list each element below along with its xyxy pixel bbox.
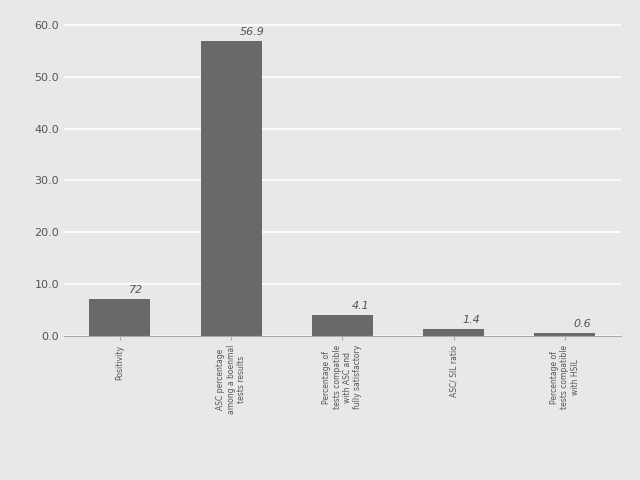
Bar	[312, 315, 373, 336]
Bar	[90, 299, 150, 336]
Bar	[534, 333, 595, 336]
Text: 56.9: 56.9	[240, 27, 265, 36]
Bar	[200, 41, 262, 336]
Bar	[423, 329, 484, 336]
Text: 1.4: 1.4	[463, 314, 480, 324]
Text: 4.1: 4.1	[351, 300, 369, 311]
Text: 0.6: 0.6	[574, 319, 591, 329]
Text: 72: 72	[129, 285, 143, 295]
